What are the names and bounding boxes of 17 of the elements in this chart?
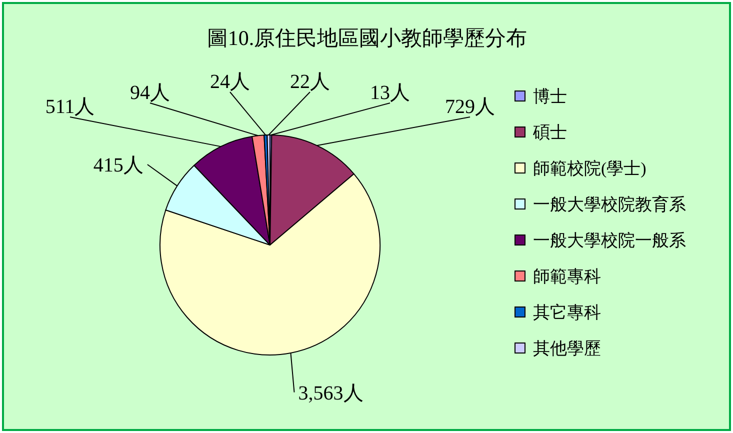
legend-label: 其他學歷	[533, 339, 601, 358]
data-label: 22人	[290, 71, 330, 93]
legend-label: 其它專科	[533, 303, 601, 322]
legend-label: 師範專科	[533, 267, 601, 286]
data-label: 3,563人	[298, 382, 364, 404]
legend-label: 碩士	[532, 123, 567, 142]
legend-label: 一般大學校院一般系	[533, 231, 686, 250]
data-label: 511人	[45, 96, 95, 118]
data-label: 415人	[93, 154, 144, 176]
legend-label: 師範校院(學士)	[533, 159, 646, 178]
data-label: 729人	[445, 96, 495, 118]
legend-label: 博士	[533, 87, 567, 106]
data-label: 24人	[210, 71, 250, 93]
data-label: 94人	[130, 82, 170, 104]
data-label: 13人	[370, 82, 410, 104]
chart-title: 圖10.原住民地區國小教師學歷分布	[206, 26, 528, 50]
legend-label: 一般大學校院教育系	[533, 195, 686, 214]
